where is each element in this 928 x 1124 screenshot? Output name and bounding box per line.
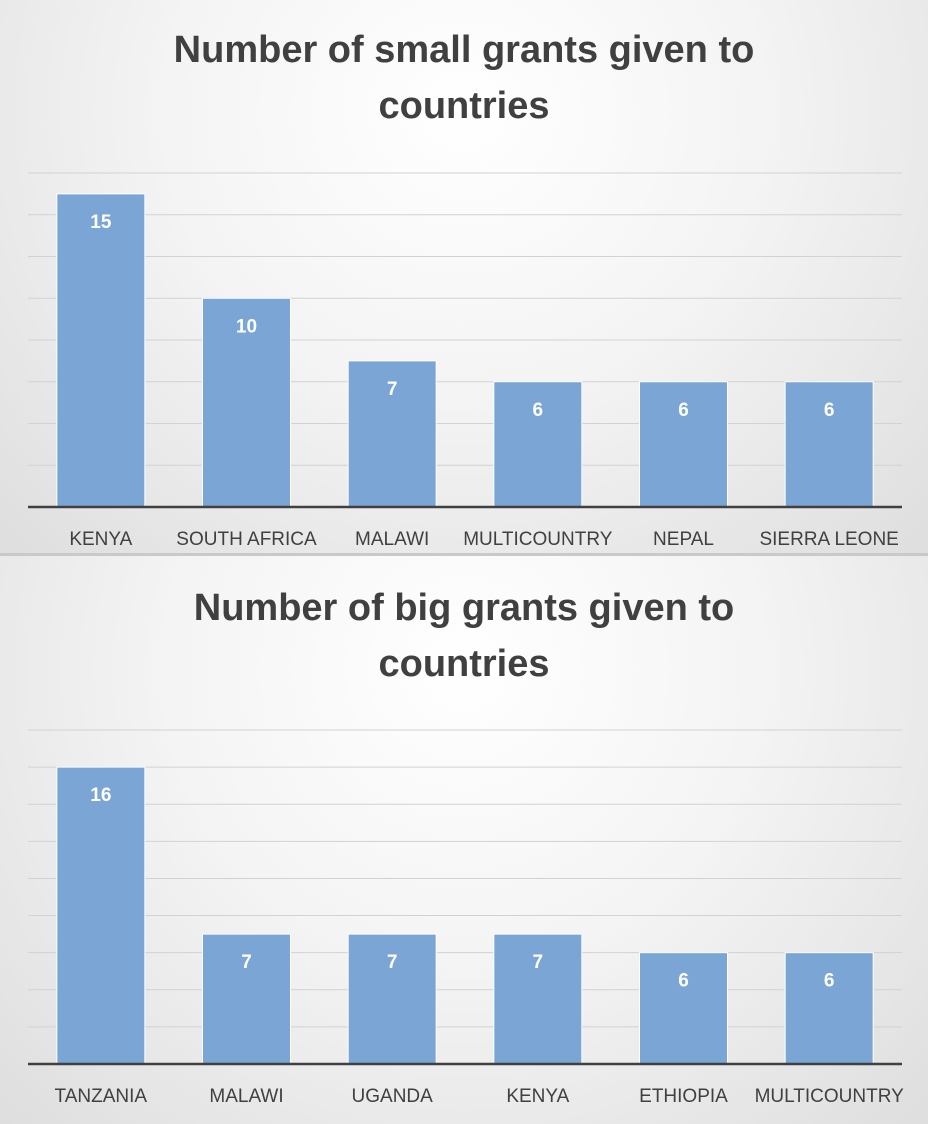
data-label: 7 bbox=[241, 952, 252, 973]
x-tick-label: TANZANIA bbox=[55, 1086, 148, 1107]
bar-sierra-leone bbox=[784, 381, 874, 508]
chart-separator bbox=[0, 553, 928, 556]
data-label: 7 bbox=[387, 952, 398, 973]
data-label: 6 bbox=[678, 971, 689, 992]
x-tick-label: NEPAL bbox=[653, 529, 714, 550]
chart-title-line-1: Number of small grants given to bbox=[173, 29, 755, 71]
bar-nepal bbox=[639, 381, 728, 508]
chart-title-line-1: Number of big grants given to bbox=[193, 587, 735, 629]
chart-title-line-2: countries bbox=[378, 85, 550, 127]
big-grants-chart: Number of big grants given to countries … bbox=[0, 556, 928, 1124]
data-label: 10 bbox=[236, 316, 257, 337]
bar-ethiopia bbox=[639, 952, 728, 1065]
x-tick-label: SOUTH AFRICA bbox=[176, 529, 317, 550]
x-tick-label: MULTICOUNTRY bbox=[463, 529, 613, 550]
bar-uganda bbox=[347, 933, 437, 1065]
bar-kenya bbox=[56, 193, 146, 508]
x-tick-label: MULTICOUNTRY bbox=[755, 1086, 905, 1107]
bar-malawi bbox=[347, 360, 437, 508]
data-label: 15 bbox=[90, 212, 112, 233]
chart-title: Number of small grants given to countrie… bbox=[0, 22, 928, 134]
data-label: 16 bbox=[90, 785, 111, 806]
chart-title: Number of big grants given to countries bbox=[0, 580, 928, 692]
bar-south-africa bbox=[202, 297, 291, 508]
bar-malawi bbox=[202, 933, 291, 1065]
x-tick-label: KENYA bbox=[506, 1086, 569, 1107]
small-grants-chart: Number of small grants given to countrie… bbox=[0, 0, 928, 553]
data-label: 7 bbox=[533, 952, 544, 973]
x-tick-label: UGANDA bbox=[352, 1086, 434, 1107]
big-grants-plot: 16 TANZANIA 7 MALAWI 7 UGANDA 7 KENYA 6 ETHIOPIA 6… bbox=[28, 729, 905, 1107]
small-grants-plot: 15 KENYA 10 SOUTH AFRICA 7 MALAWI 6 MULTICOUNTR… bbox=[28, 172, 902, 550]
bar-multicountry bbox=[784, 952, 874, 1065]
x-tick-label: ETHIOPIA bbox=[639, 1086, 728, 1107]
bar-multicountry bbox=[493, 381, 583, 508]
data-label: 6 bbox=[824, 971, 835, 992]
data-label: 6 bbox=[824, 400, 835, 421]
x-tick-label: MALAWI bbox=[209, 1086, 283, 1107]
bar-tanzania bbox=[56, 766, 146, 1065]
x-tick-label: MALAWI bbox=[355, 529, 429, 550]
chart-title-line-2: countries bbox=[378, 643, 550, 685]
data-label: 6 bbox=[678, 400, 689, 421]
data-label: 6 bbox=[533, 400, 544, 421]
bar-kenya bbox=[493, 933, 583, 1065]
x-tick-label: SIERRA LEONE bbox=[759, 529, 898, 550]
data-label: 7 bbox=[387, 379, 398, 400]
x-tick-label: KENYA bbox=[69, 529, 132, 550]
